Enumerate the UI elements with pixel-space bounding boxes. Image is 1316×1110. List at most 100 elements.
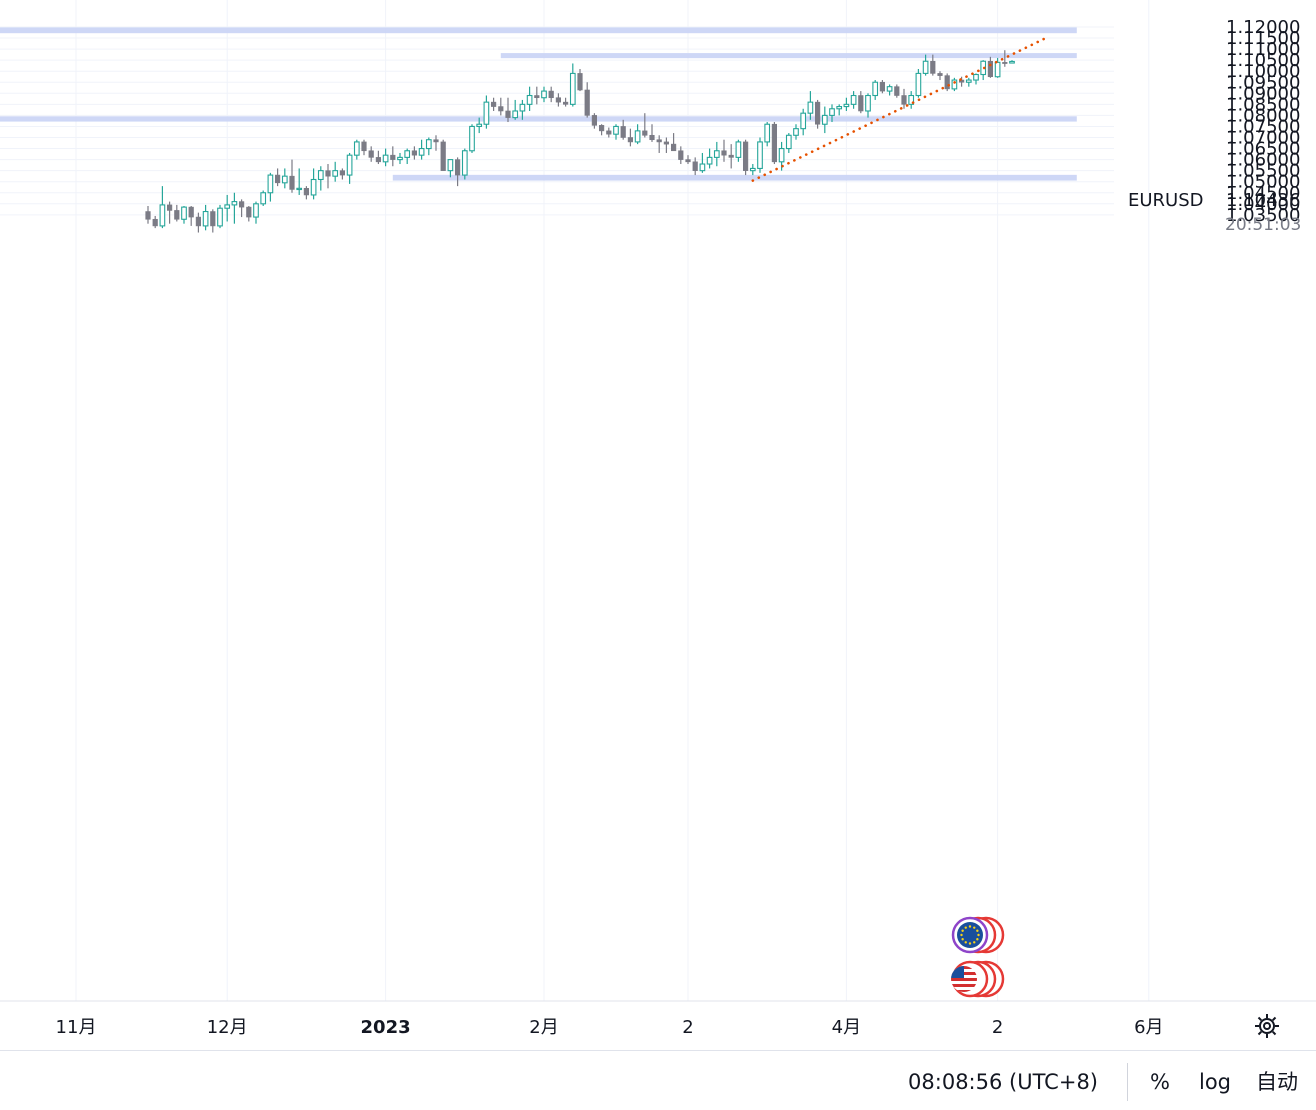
candle-body xyxy=(346,154,353,176)
time-tick-label: 4月 xyxy=(832,1017,861,1038)
eu-star xyxy=(961,929,964,932)
candle xyxy=(785,133,792,153)
support-resistance-zone xyxy=(0,116,1077,122)
candle xyxy=(339,168,346,180)
time-axis[interactable]: 11月 12月 2023 2月 2 4月 2 6月 xyxy=(56,1017,1164,1038)
eu-star xyxy=(964,926,967,929)
eu-events-marker[interactable] xyxy=(951,916,1005,954)
candle xyxy=(1002,50,1008,67)
us-events-marker[interactable] xyxy=(951,960,1005,998)
price-tick-label: 1.07500 xyxy=(1226,116,1300,137)
candle xyxy=(606,127,612,138)
candle-body xyxy=(1002,62,1008,64)
candle-body xyxy=(613,125,619,135)
candle xyxy=(239,199,245,218)
price-tick-label: 1.08000 xyxy=(1226,105,1300,126)
price-tick-label: 1.05500 xyxy=(1226,161,1300,182)
candle-body xyxy=(930,60,936,74)
candle xyxy=(548,86,554,103)
price-axis[interactable]: 1.120001.115001.110001.105001.100001.095… xyxy=(1226,17,1300,226)
candle xyxy=(800,108,807,136)
candle xyxy=(749,164,756,176)
gear-icon[interactable] xyxy=(1255,1014,1279,1038)
candle xyxy=(685,155,691,165)
candle-body xyxy=(534,95,540,99)
time-tick-label: 11月 xyxy=(56,1017,97,1038)
candle-body xyxy=(858,95,864,112)
candle-body xyxy=(260,192,267,205)
candle xyxy=(317,166,324,191)
candle-body xyxy=(973,73,979,81)
candle-body xyxy=(418,148,425,156)
candle xyxy=(447,159,454,178)
candle xyxy=(181,206,187,224)
candle xyxy=(713,141,720,167)
candle-body xyxy=(202,210,209,227)
candle-body xyxy=(872,81,879,97)
trendline xyxy=(751,35,1050,182)
timezone-clock[interactable]: 08:08:56 (UTC+8) xyxy=(908,1070,1098,1094)
candle xyxy=(368,146,374,162)
candle-body xyxy=(310,178,317,196)
candle xyxy=(167,201,173,224)
candle-body xyxy=(368,150,374,158)
time-tick-label: 2月 xyxy=(529,1017,558,1038)
candle-body xyxy=(642,130,648,136)
percent-scale-toggle[interactable]: % xyxy=(1150,1070,1170,1094)
candle xyxy=(980,60,987,81)
candle-body xyxy=(706,156,713,165)
candle-body xyxy=(526,94,533,105)
candle-body xyxy=(231,201,238,206)
candle-body xyxy=(188,206,194,218)
candle xyxy=(735,139,742,162)
candle-body xyxy=(1009,60,1015,64)
candle-body xyxy=(685,159,691,163)
candle xyxy=(987,56,993,78)
eu-star xyxy=(976,938,979,941)
chart-svg[interactable]: 1.120001.115001.110001.105001.100001.095… xyxy=(0,0,1316,1050)
candle xyxy=(483,95,490,129)
candle xyxy=(922,54,929,76)
candle-body xyxy=(274,174,281,184)
candle-body xyxy=(670,143,677,152)
candle xyxy=(541,86,547,103)
candle-body xyxy=(728,154,734,158)
candle-layer xyxy=(145,50,1015,233)
toolbar-divider xyxy=(1127,1063,1128,1101)
candle-body xyxy=(922,60,929,74)
candle xyxy=(346,152,353,184)
candle xyxy=(757,137,763,173)
candle-body xyxy=(764,123,771,143)
candle-body xyxy=(577,73,583,91)
candle xyxy=(699,152,706,173)
eu-star xyxy=(977,933,980,937)
candle xyxy=(224,194,231,222)
candle xyxy=(145,206,151,224)
time-tick-label: 6月 xyxy=(1134,1017,1163,1038)
candle xyxy=(951,77,958,92)
candle-body xyxy=(519,103,526,112)
candle-body xyxy=(749,167,756,172)
time-tick-label: 2023 xyxy=(361,1017,411,1038)
candle xyxy=(260,190,267,207)
candle xyxy=(598,124,605,136)
candle xyxy=(821,106,828,134)
candle-body xyxy=(195,216,202,227)
candle-body xyxy=(778,148,785,163)
candle xyxy=(152,215,158,229)
candle xyxy=(303,186,310,200)
candle-body xyxy=(145,211,151,220)
candle xyxy=(433,135,439,151)
candle xyxy=(973,73,979,85)
candle xyxy=(771,122,777,165)
log-scale-toggle[interactable]: log xyxy=(1199,1070,1232,1094)
auto-scale-toggle[interactable]: 自动 xyxy=(1256,1070,1298,1094)
candle-body xyxy=(541,90,547,99)
candle xyxy=(202,204,209,231)
candle-body xyxy=(440,141,446,171)
candle xyxy=(425,137,432,156)
candle-body xyxy=(353,141,360,156)
price-tick-label: 1.09500 xyxy=(1226,72,1300,93)
candle xyxy=(325,164,331,189)
candle-body xyxy=(397,156,403,161)
